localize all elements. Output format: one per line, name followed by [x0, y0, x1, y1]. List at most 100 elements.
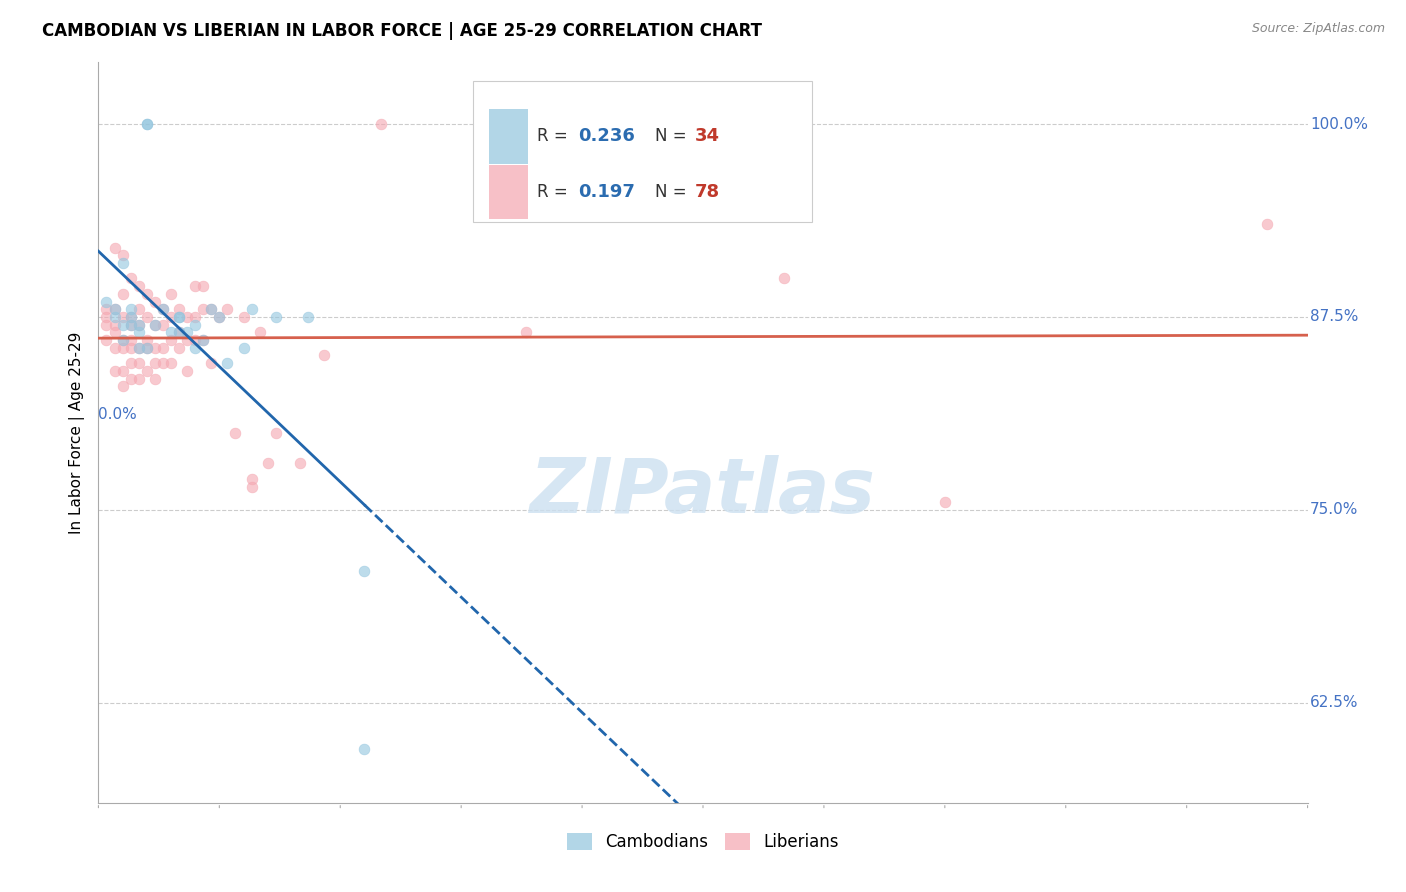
Text: 0.197: 0.197	[578, 183, 636, 201]
Text: 0.236: 0.236	[578, 128, 636, 145]
Point	[128, 356, 150, 370]
FancyBboxPatch shape	[489, 109, 527, 164]
Point	[249, 326, 271, 340]
Point	[353, 741, 375, 756]
Point	[264, 310, 287, 324]
Point	[135, 286, 157, 301]
Point	[193, 333, 215, 347]
Text: 75.0%: 75.0%	[1310, 502, 1358, 517]
Text: 0.0%: 0.0%	[98, 407, 138, 422]
Point	[111, 333, 134, 347]
Point	[160, 310, 183, 324]
Point	[160, 326, 183, 340]
Point	[152, 302, 174, 317]
Text: Source: ZipAtlas.com: Source: ZipAtlas.com	[1251, 22, 1385, 36]
Point	[120, 341, 142, 355]
Point	[135, 341, 157, 355]
Text: 62.5%: 62.5%	[1310, 695, 1358, 710]
Point	[160, 286, 183, 301]
Point	[111, 256, 134, 270]
Text: CAMBODIAN VS LIBERIAN IN LABOR FORCE | AGE 25-29 CORRELATION CHART: CAMBODIAN VS LIBERIAN IN LABOR FORCE | A…	[42, 22, 762, 40]
Point	[167, 310, 190, 324]
Point	[143, 294, 166, 309]
Point	[772, 271, 794, 285]
Point	[96, 302, 118, 317]
Point	[111, 248, 134, 262]
Point	[120, 310, 142, 324]
Point	[103, 302, 125, 317]
Point	[1256, 218, 1278, 232]
Text: 34: 34	[695, 128, 720, 145]
FancyBboxPatch shape	[474, 81, 811, 221]
Text: 78: 78	[695, 183, 720, 201]
Point	[111, 318, 134, 332]
Point	[111, 364, 134, 378]
Point	[160, 356, 183, 370]
Point	[128, 302, 150, 317]
Point	[193, 302, 215, 317]
Point	[160, 333, 183, 347]
Point	[152, 356, 174, 370]
Point	[111, 379, 134, 393]
Point	[152, 302, 174, 317]
Point	[135, 364, 157, 378]
Point	[111, 286, 134, 301]
Text: ZIPatlas: ZIPatlas	[530, 455, 876, 529]
Point	[200, 302, 222, 317]
Point	[135, 341, 157, 355]
Point	[143, 356, 166, 370]
Point	[297, 310, 319, 324]
Point	[103, 326, 125, 340]
Point	[167, 341, 190, 355]
Point	[103, 318, 125, 332]
Point	[240, 480, 263, 494]
Point	[96, 333, 118, 347]
Point	[120, 371, 142, 385]
Point	[120, 271, 142, 285]
Point	[167, 326, 190, 340]
Point	[184, 318, 207, 332]
Point	[240, 302, 263, 317]
Point	[200, 302, 222, 317]
Point	[120, 356, 142, 370]
Point	[200, 356, 222, 370]
Legend: Cambodians, Liberians: Cambodians, Liberians	[561, 826, 845, 857]
Point	[135, 310, 157, 324]
Point	[152, 341, 174, 355]
Point	[184, 279, 207, 293]
Point	[208, 310, 231, 324]
Point	[353, 565, 375, 579]
Point	[193, 279, 215, 293]
Point	[370, 117, 392, 131]
Point	[143, 341, 166, 355]
Point	[120, 333, 142, 347]
Text: 87.5%: 87.5%	[1310, 310, 1358, 325]
Point	[256, 457, 278, 471]
Text: N =: N =	[655, 128, 692, 145]
Point	[128, 341, 150, 355]
Point	[934, 495, 956, 509]
Point	[128, 318, 150, 332]
Point	[167, 310, 190, 324]
Point	[96, 318, 118, 332]
Point	[128, 341, 150, 355]
Point	[264, 425, 287, 440]
Point	[193, 333, 215, 347]
Point	[120, 318, 142, 332]
Point	[120, 310, 142, 324]
Point	[176, 310, 198, 324]
Point	[217, 302, 239, 317]
Point	[128, 279, 150, 293]
Point	[176, 326, 198, 340]
Point	[288, 457, 311, 471]
Point	[103, 364, 125, 378]
Point	[128, 371, 150, 385]
Text: 100.0%: 100.0%	[1310, 117, 1368, 132]
FancyBboxPatch shape	[489, 165, 527, 219]
Point	[96, 310, 118, 324]
Point	[232, 341, 254, 355]
Point	[128, 318, 150, 332]
Point	[111, 310, 134, 324]
Point	[111, 341, 134, 355]
Point	[217, 356, 239, 370]
